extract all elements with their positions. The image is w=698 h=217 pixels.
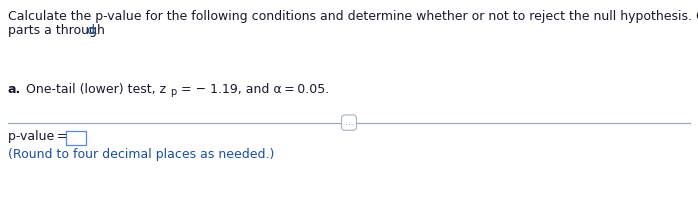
Text: a.: a.	[8, 83, 21, 96]
Text: parts a through: parts a through	[8, 24, 109, 37]
FancyBboxPatch shape	[66, 131, 86, 145]
Text: ...: ...	[345, 118, 353, 127]
Text: p: p	[170, 87, 177, 97]
Text: One-tail (lower) test, z: One-tail (lower) test, z	[22, 83, 166, 96]
Text: (Round to four decimal places as needed.): (Round to four decimal places as needed.…	[8, 148, 274, 161]
Text: Calculate the p-value for the following conditions and determine whether or not : Calculate the p-value for the following …	[8, 10, 698, 23]
Text: = − 1.19, and α = 0.05.: = − 1.19, and α = 0.05.	[177, 83, 329, 96]
Text: p-value =: p-value =	[8, 130, 68, 143]
Text: d.: d.	[86, 24, 98, 37]
